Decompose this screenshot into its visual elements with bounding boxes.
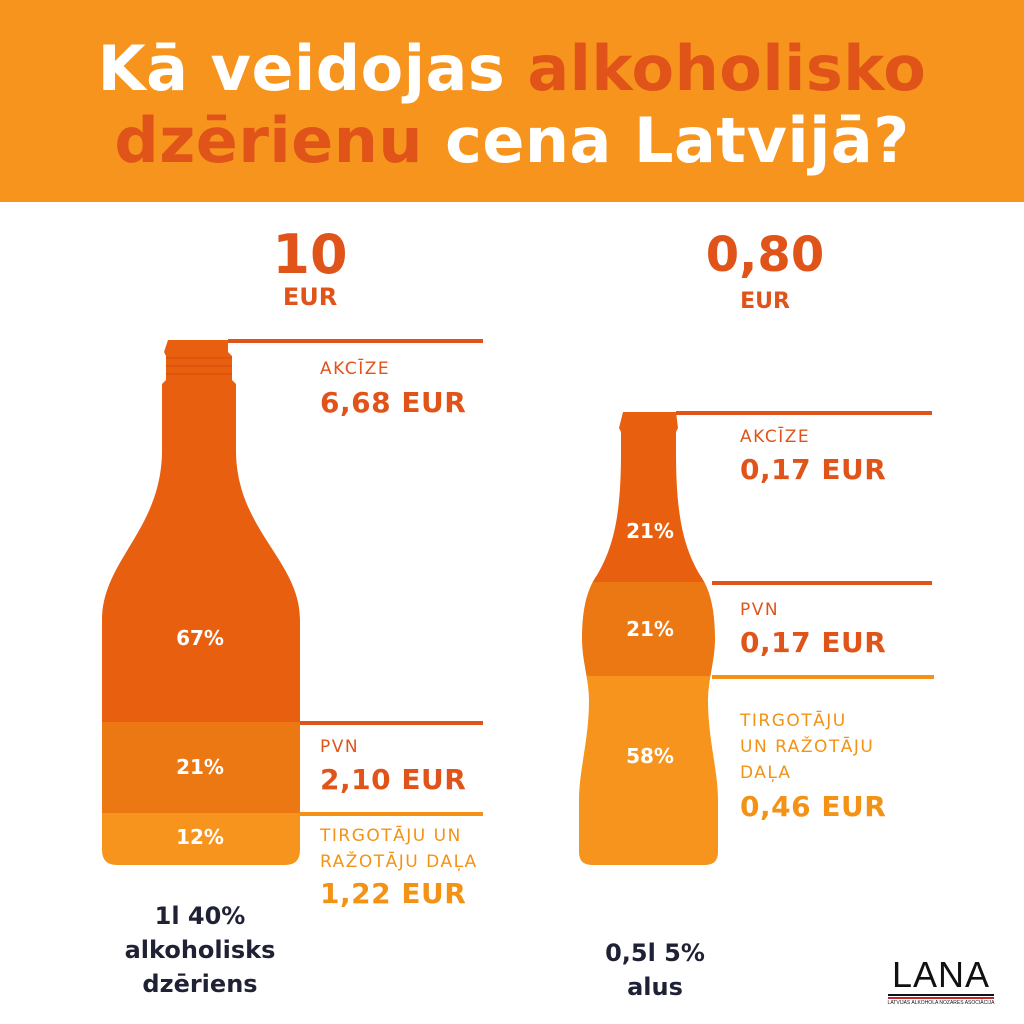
spirits-currency: EUR (282, 283, 338, 311)
spirits-bottle (102, 340, 300, 865)
beer-currency: EUR (740, 289, 790, 314)
beer-vat-percent: 21% (626, 617, 674, 641)
spirits-trade-percent: 12% (176, 825, 224, 849)
spirits-caption: 1l 40% alkoholisks dzēriens (90, 899, 310, 1001)
spirits-vat-label: PVN (320, 737, 360, 757)
spirits-vat-amount: 2,10 EUR (320, 763, 467, 796)
beer-trade-percent: 58% (626, 744, 674, 768)
spirits-trade-label-line-2: RAŽOTĀJU DAĻA (320, 852, 478, 872)
title-text-highlight: alkoholisko (527, 32, 927, 105)
beer-segment-trade (579, 676, 718, 865)
spirits-segment-trade (102, 813, 300, 865)
spirits-segment-vat (102, 722, 300, 813)
spirits-excise-percent: 67% (176, 626, 224, 650)
beer-caption: 0,5l 5% alus (545, 936, 765, 1004)
beer-excise-percent: 21% (626, 519, 674, 543)
beer-vat-line (712, 581, 932, 585)
title-text-highlight: dzērienu (114, 104, 423, 177)
beer-vat-amount: 0,17 EUR (740, 626, 887, 659)
spirits-trade-line (300, 812, 483, 816)
beer-vat-label: PVN (740, 600, 780, 620)
spirits-vat-percent: 21% (176, 755, 224, 779)
spirits-trade-label-line-1: TIRGOTĀJU UN (320, 826, 462, 846)
beer-segment-excise (579, 412, 718, 582)
logo-rule-accent (888, 997, 994, 999)
spirits-caption-line-2: alkoholisks (124, 936, 276, 964)
beer-price: 0,80 (705, 227, 825, 283)
spirits-price: 10 (272, 223, 348, 286)
page-title-line-1: Kā veidojas alkoholisko (0, 34, 1024, 104)
beer-trade-line (712, 675, 934, 679)
beer-trade-label-line-1: TIRGOTĀJU (740, 711, 847, 731)
beer-trade-label-line-2: UN RAŽOTĀJU (740, 737, 875, 757)
beer-caption-line-1: 0,5l 5% (605, 939, 705, 967)
beer-excise-line (676, 411, 932, 415)
spirits-vat-line (300, 721, 483, 725)
header-banner (0, 0, 1024, 202)
page-title-line-2: dzērienu cena Latvijā? (0, 106, 1024, 176)
beer-trade-amount: 0,46 EUR (740, 790, 887, 823)
spirits-segment-excise (102, 340, 300, 722)
beer-trade-label-line-3: DAĻA (740, 763, 792, 783)
spirits-caption-line-3: dzēriens (142, 970, 258, 998)
spirits-caption-line-1: 1l 40% (154, 902, 246, 930)
beer-caption-line-2: alus (627, 973, 683, 1001)
beer-excise-label: AKCĪZE (740, 427, 811, 447)
spirits-excise-amount: 6,68 EUR (320, 386, 467, 419)
spirits-excise-line (228, 339, 483, 343)
logo-subtitle: LATVIJAS ALKOHOLA NOZARES ASOCIĀCIJA (887, 1000, 995, 1006)
title-text-white: Kā veidojas (97, 32, 506, 105)
spirits-trade-amount: 1,22 EUR (320, 877, 467, 910)
title-text-white: cena Latvijā? (445, 104, 910, 177)
beer-excise-amount: 0,17 EUR (740, 453, 887, 486)
beer-segment-vat (579, 582, 718, 676)
logo-rule (888, 994, 994, 996)
spirits-excise-label: AKCĪZE (320, 359, 391, 379)
logo-wordmark: LANA (891, 954, 991, 995)
lana-logo: LANA LATVIJAS ALKOHOLA NOZARES ASOCIĀCIJ… (886, 957, 996, 1007)
